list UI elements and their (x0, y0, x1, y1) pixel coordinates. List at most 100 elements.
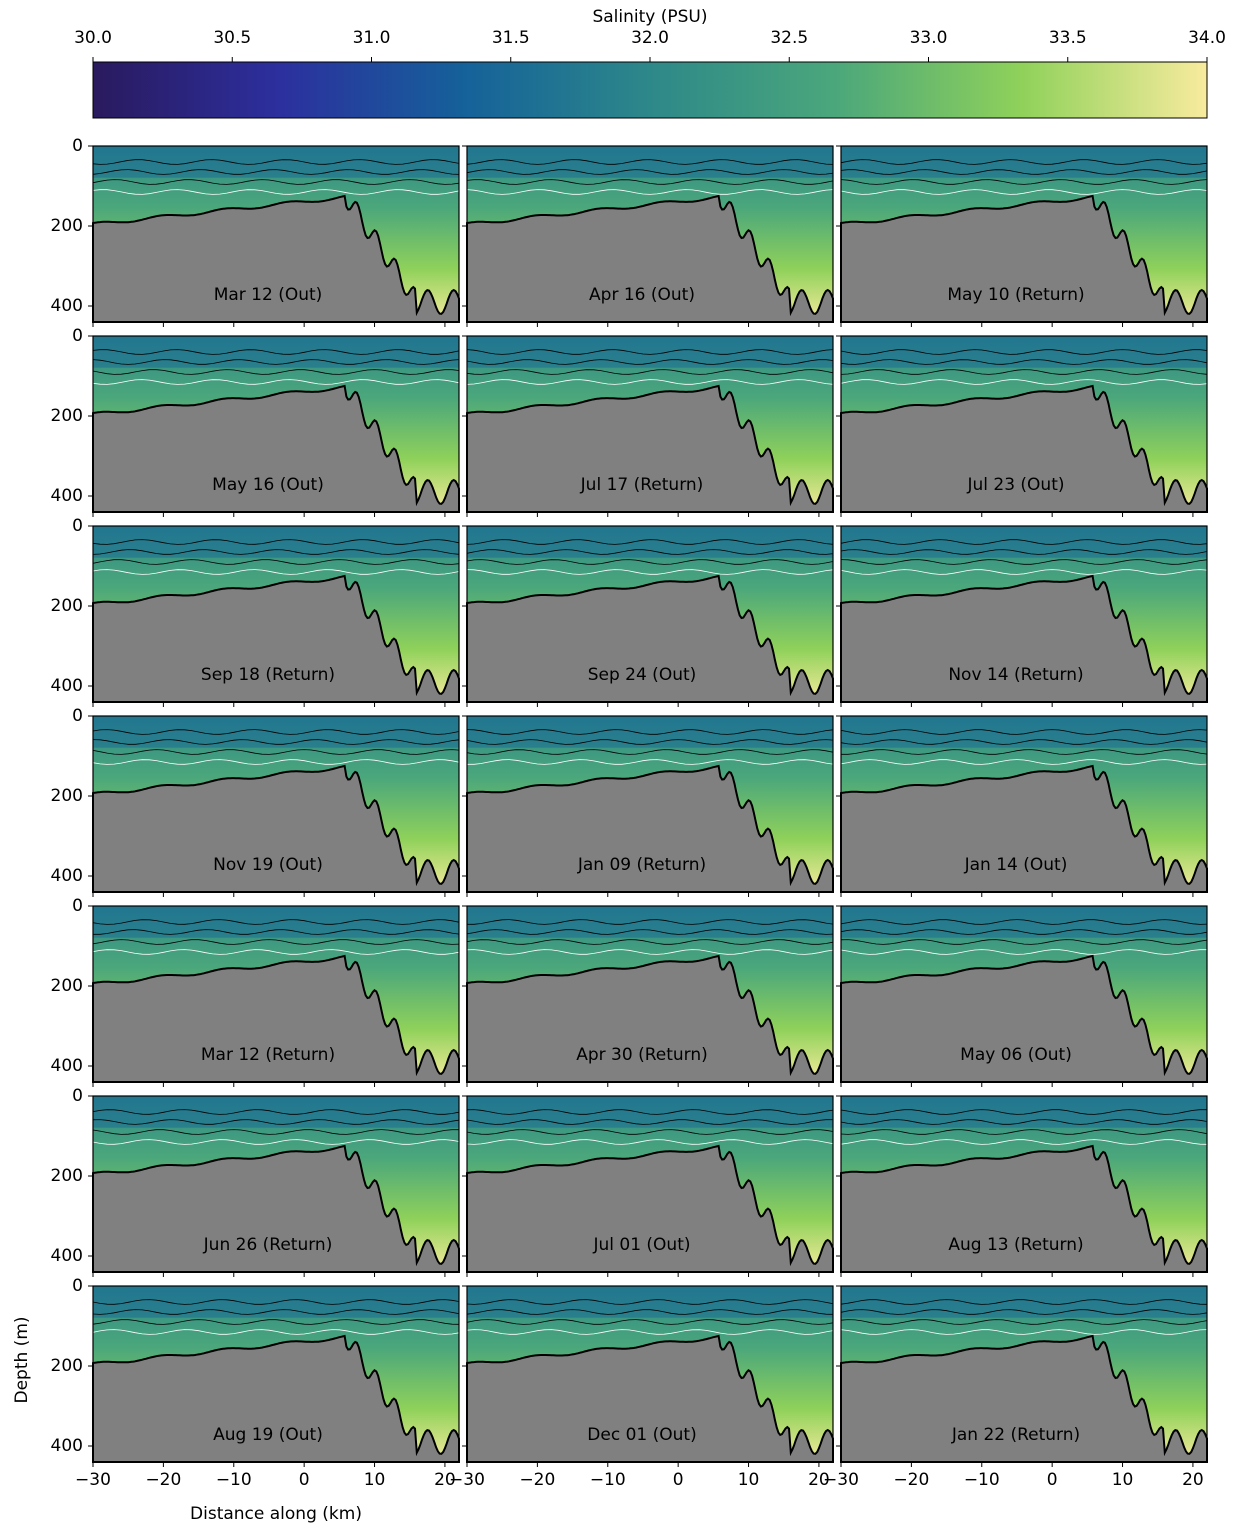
contour-line (840, 729, 1208, 735)
panel-title: Apr 16 (Out) (589, 285, 695, 305)
contour-line (840, 919, 1208, 925)
colorbar-tick-label: 34.0 (1188, 28, 1226, 48)
contour-line (466, 949, 834, 955)
contour-line (92, 189, 460, 195)
bathymetry (840, 384, 1208, 513)
panel: Nov 19 (Out) 0 200 400 (51, 706, 460, 897)
y-axis-label: Depth (m) (12, 1316, 32, 1403)
contour-line (466, 559, 834, 565)
contour-line (466, 1319, 834, 1325)
panel-title: Jul 01 (Out) (592, 1235, 690, 1255)
contour-line (840, 369, 1208, 375)
colorbar-tick-label: 33.0 (910, 28, 948, 48)
x-tick-label: 0 (1047, 1470, 1058, 1490)
panel-title: Jul 23 (Out) (966, 475, 1064, 495)
y-tick-label: 400 (51, 676, 83, 696)
bathymetry (840, 1334, 1208, 1463)
y-tick-label: 0 (72, 706, 83, 726)
contour-line (840, 559, 1208, 565)
panel: Apr 30 (Return) (462, 905, 834, 1087)
contour-line (840, 1299, 1208, 1305)
colorbar-tick-label: 32.5 (770, 28, 808, 48)
panel: May 10 (Return) (836, 145, 1208, 327)
contour-line (466, 1329, 834, 1335)
panel: Mar 12 (Out) 0 200 400 (51, 136, 460, 327)
x-tick-label: 10 (364, 1470, 386, 1490)
y-tick-label: 200 (51, 406, 83, 426)
contour-line (840, 1129, 1208, 1135)
contour-line (92, 539, 460, 545)
surface-layer (841, 336, 1207, 368)
contour-line (466, 739, 834, 745)
contour-line (466, 729, 834, 735)
y-tick-label: 0 (72, 896, 83, 916)
panel-title: Aug 19 (Out) (213, 1425, 323, 1445)
contour-line (92, 1309, 460, 1315)
y-tick-label: 0 (72, 516, 83, 536)
panel-frame (466, 525, 834, 703)
panel-title: Mar 12 (Return) (201, 1045, 335, 1065)
panel-title: Nov 14 (Return) (948, 665, 1083, 685)
panel: Sep 24 (Out) (462, 525, 834, 707)
x-tick-label: 0 (673, 1470, 684, 1490)
contour-line (92, 1329, 460, 1335)
contour-line (466, 1309, 834, 1315)
contour-line (840, 1319, 1208, 1325)
contour-line (466, 159, 834, 165)
panel-title: Sep 24 (Out) (588, 665, 697, 685)
contour-line (466, 1119, 833, 1125)
y-tick-label: 400 (51, 1246, 83, 1266)
contour-line (840, 549, 1208, 555)
y-tick-label: 400 (51, 866, 83, 886)
y-tick-label: 400 (51, 1056, 83, 1076)
contour-line (840, 1109, 1207, 1115)
contour-line (93, 929, 460, 935)
panel: Jul 17 (Return) (462, 335, 834, 517)
contour-line (92, 559, 460, 565)
contour-line (841, 749, 1208, 755)
contour-line (840, 359, 1208, 365)
surface-layer (467, 146, 833, 178)
contour-line (92, 1299, 460, 1305)
panel-frame (840, 1285, 1208, 1463)
bathymetry (466, 194, 834, 323)
contour-line (92, 159, 460, 165)
bathymetry (840, 764, 1208, 893)
contour-line (466, 1109, 834, 1115)
contour-line (466, 939, 834, 945)
surface-layer (841, 1286, 1207, 1318)
contour-line (840, 949, 1207, 955)
surface-layer (467, 716, 833, 748)
panel-frame (92, 335, 460, 513)
surface-layer (93, 716, 459, 748)
contour-line (466, 1129, 834, 1135)
colorbar-label: Salinity (PSU) (592, 7, 707, 27)
x-tick-label: −30 (823, 1470, 859, 1490)
x-tick-label: −20 (145, 1470, 181, 1490)
contour-line (92, 1109, 460, 1115)
contour-line (840, 759, 1208, 765)
contour-line (92, 729, 460, 735)
bathymetry (92, 194, 460, 323)
colorbar-tick-label: 30.0 (74, 28, 112, 48)
contour-line (840, 739, 1208, 745)
contour-line (92, 949, 460, 955)
panel: May 06 (Out) (836, 905, 1208, 1087)
panel-frame (466, 145, 834, 323)
surface-layer (93, 1286, 459, 1318)
surface-layer (841, 716, 1207, 748)
panel-frame (466, 905, 834, 1083)
contour-line (92, 1319, 460, 1325)
panel: Mar 12 (Return) 0 200 400 (51, 896, 460, 1087)
panel: Jan 09 (Return) (462, 715, 834, 897)
x-tick-label: 20 (1182, 1470, 1204, 1490)
panel-title: Nov 19 (Out) (213, 855, 323, 875)
contour-line (466, 549, 834, 555)
contour-line (840, 379, 1208, 385)
panel-title: Jun 26 (Return) (203, 1235, 333, 1255)
contour-line (467, 919, 834, 925)
contour-line (466, 749, 834, 755)
y-tick-label: 0 (72, 1276, 83, 1296)
surface-layer (841, 906, 1207, 938)
panel-title: Jan 22 (Return) (951, 1425, 1080, 1445)
